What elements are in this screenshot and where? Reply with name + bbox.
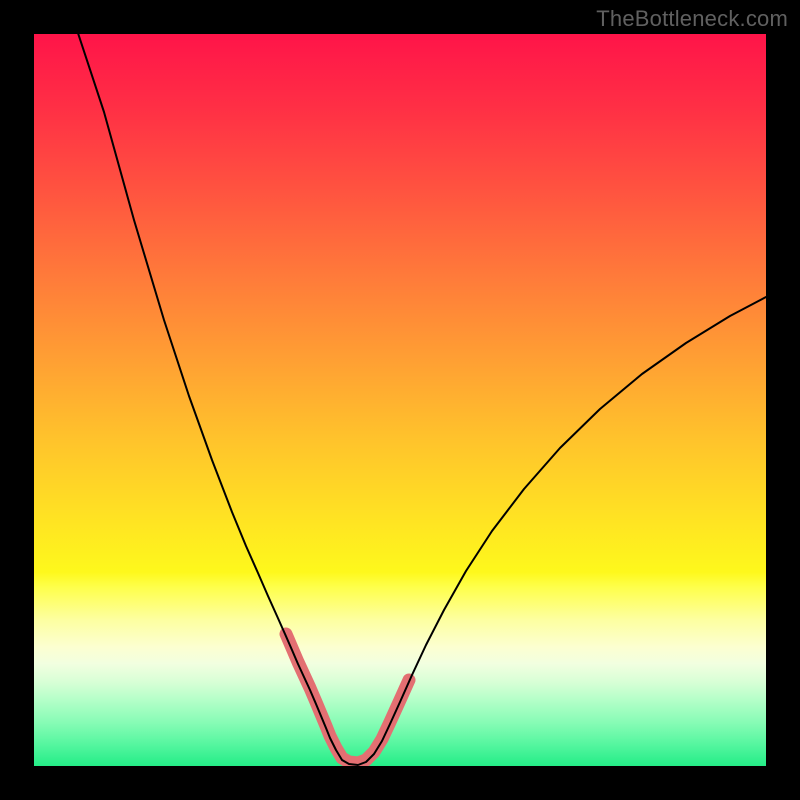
watermark-text: TheBottleneck.com [596,6,788,32]
optimal-range-marker [286,634,409,763]
chart-frame: TheBottleneck.com [0,0,800,800]
plot-area [34,34,766,766]
bottleneck-curve [75,34,766,765]
curve-layer [34,34,766,766]
